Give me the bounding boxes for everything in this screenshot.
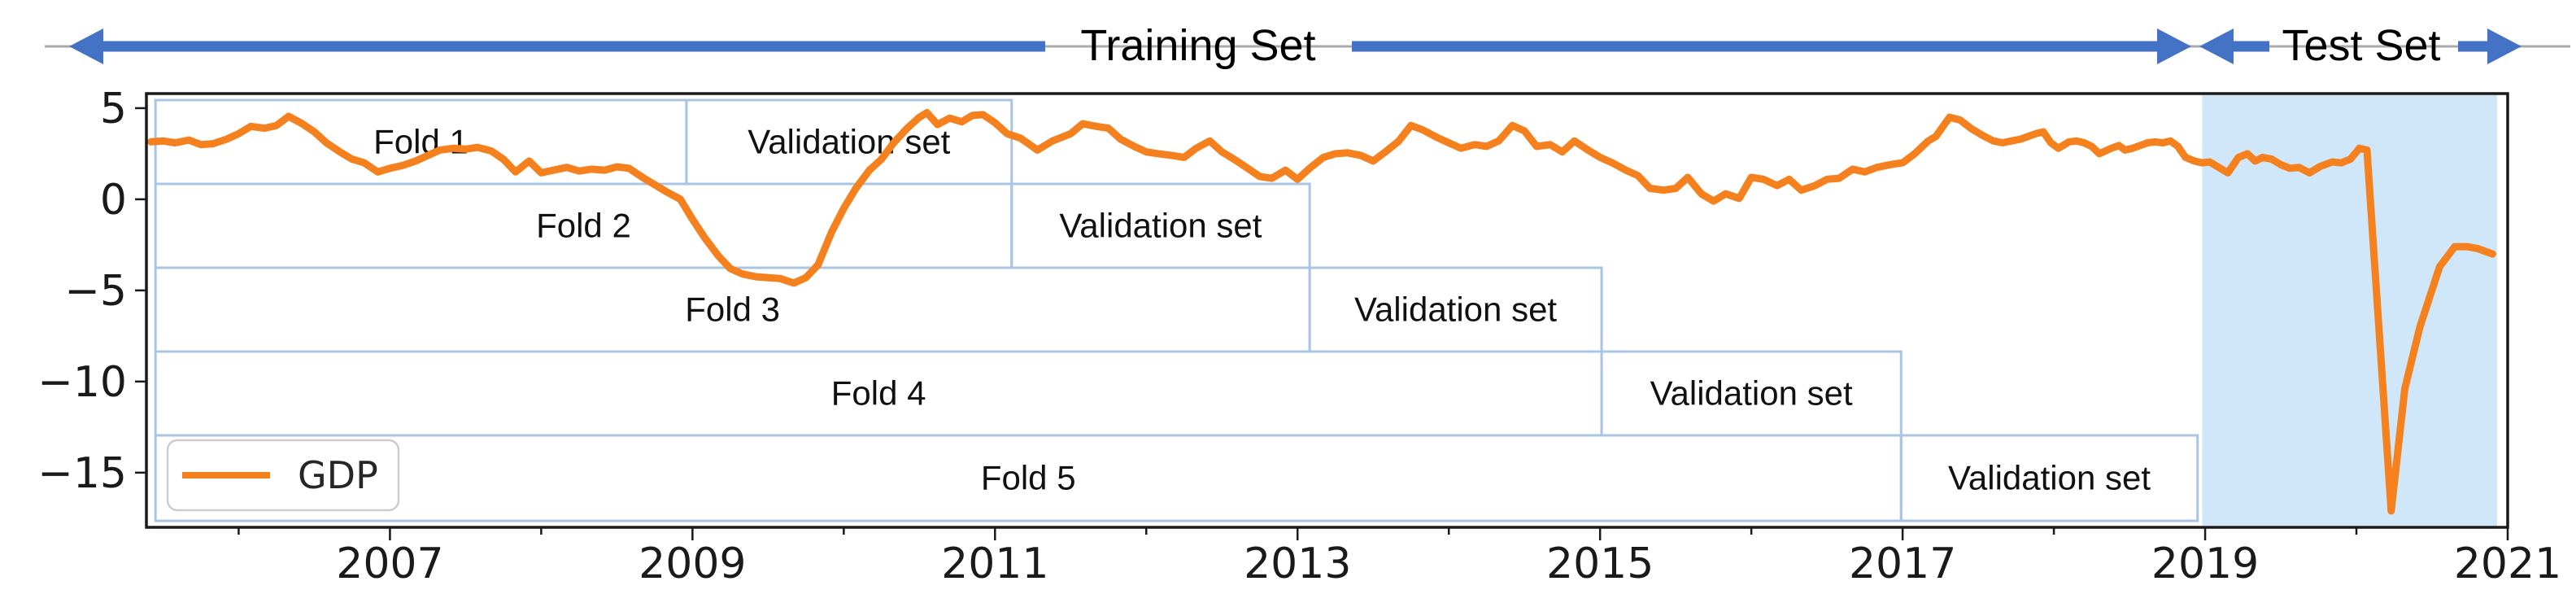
x-tick-label: 2017	[1849, 540, 1956, 588]
y-tick-label: −10	[37, 358, 127, 407]
training-set-label: Training Set	[1080, 21, 1315, 70]
test-set-label: Test Set	[2282, 21, 2440, 70]
test-region	[2202, 95, 2497, 526]
validation-label: Validation set	[1059, 207, 1262, 245]
y-tick-label: −5	[64, 267, 127, 316]
x-axis-group: 2007 2009 2011 2013 2015 2017 2019 2021	[238, 527, 2561, 588]
x-tick-label: 2007	[336, 540, 443, 588]
training-set-arrow	[69, 28, 2191, 64]
fold-label: Fold 4	[831, 374, 926, 413]
test-arrowhead-right-icon	[2487, 28, 2522, 64]
x-tick-label: 2011	[941, 540, 1048, 588]
x-tick-label: 2013	[1244, 540, 1351, 588]
fold-label: Fold 2	[536, 207, 631, 245]
y-tick-label: −15	[37, 449, 127, 498]
test-arrowhead-left-icon	[2199, 28, 2234, 64]
gdp-line-group	[147, 109, 2496, 515]
x-tick-label: 2019	[2151, 540, 2259, 588]
validation-label: Validation set	[748, 123, 950, 161]
gdp-line	[147, 109, 2496, 515]
legend-box	[166, 439, 400, 512]
validation-label: Validation set	[1354, 291, 1557, 329]
y-tick-label: 0	[100, 176, 127, 225]
x-tick-label: 2009	[639, 540, 746, 588]
fold-validation-box	[1899, 434, 2199, 522]
x-tick-label: 2015	[1546, 540, 1654, 588]
fold-boxes-group: Fold 1 Validation set Fold 2 Validation set…	[154, 98, 2199, 522]
validation-label: Validation set	[1948, 459, 2151, 497]
test-region-group	[2202, 95, 2497, 526]
training-arrowhead-left-icon	[69, 28, 103, 64]
legend-label: GDP	[298, 453, 378, 497]
legend: GDP	[166, 439, 400, 512]
y-tick-label: 5	[100, 85, 127, 133]
test-set-arrow	[2199, 28, 2522, 64]
x-tick-label: 2021	[2454, 540, 2561, 588]
plot-frame	[145, 92, 2509, 529]
fold-label: Fold 5	[981, 459, 1076, 497]
y-axis-group: 5 0 −5 −10 −15	[37, 85, 146, 498]
validation-label: Validation set	[1650, 374, 1853, 413]
training-arrowhead-right-icon	[2157, 28, 2191, 64]
fold-label: Fold 3	[685, 291, 780, 329]
fold-label: Fold 1	[373, 123, 469, 161]
